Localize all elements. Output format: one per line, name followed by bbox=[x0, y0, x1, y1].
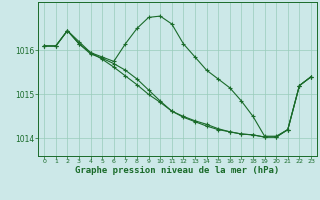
X-axis label: Graphe pression niveau de la mer (hPa): Graphe pression niveau de la mer (hPa) bbox=[76, 166, 280, 175]
